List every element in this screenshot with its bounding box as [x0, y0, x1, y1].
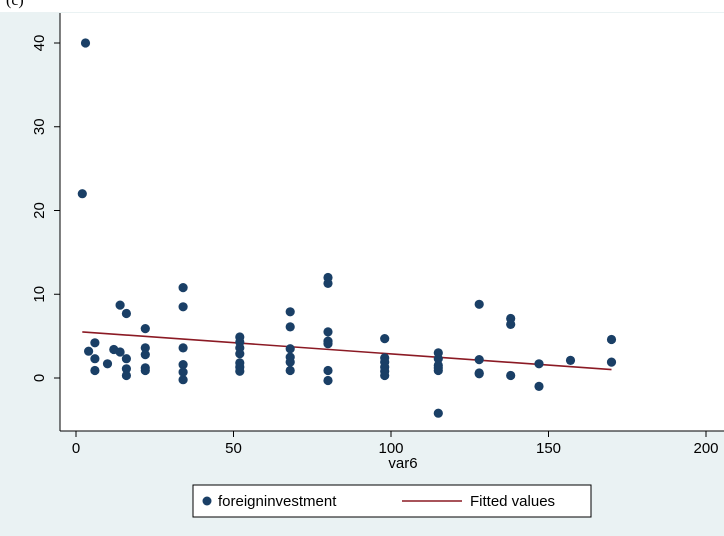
scatter-point — [90, 354, 100, 364]
scatter-point — [140, 350, 150, 360]
x-tick-label: 0 — [72, 440, 80, 457]
scatter-point — [178, 367, 188, 377]
scatter-point — [140, 343, 150, 353]
scatter-point — [433, 365, 443, 376]
figure-caption-text: (c) — [6, 0, 24, 9]
scatter-point — [140, 324, 150, 334]
scatter-point — [474, 369, 484, 379]
scatter-point — [80, 38, 91, 48]
scatter-point — [323, 375, 333, 386]
scatter-point — [178, 283, 188, 293]
x-axis-title: var6 — [388, 455, 417, 472]
scatter-point — [474, 299, 484, 309]
scatter-point — [285, 365, 295, 376]
scatter-point — [534, 359, 544, 369]
scatter-point — [565, 355, 576, 365]
scatter-point — [323, 365, 333, 376]
scatter-point — [433, 408, 443, 418]
scatter-point — [380, 334, 390, 344]
scatter-point — [121, 354, 131, 364]
scatter-point — [380, 370, 390, 381]
y-tick-label: 0 — [31, 374, 48, 382]
scatter-point — [285, 344, 295, 354]
legend-label-fitted-values: Fitted values — [470, 493, 555, 510]
scatter-point — [115, 347, 125, 357]
scatter-point — [90, 365, 100, 376]
y-tick-label: 20 — [31, 202, 48, 219]
fitted-values-line — [82, 331, 612, 371]
scatter-point — [606, 357, 617, 367]
scatter-point — [77, 189, 87, 199]
scatter-point — [235, 349, 245, 359]
scatter-point — [178, 343, 188, 353]
x-axis: 0 50 100 150 200 — [60, 430, 724, 457]
x-tick-label: 200 — [693, 440, 718, 457]
y-tick-label: 40 — [31, 35, 48, 52]
legend-marker-foreigninvestment — [202, 496, 212, 506]
scatter-point — [506, 319, 516, 329]
y-tick-label: 10 — [31, 286, 48, 303]
y-tick-label: 30 — [31, 118, 48, 135]
scatter-point — [115, 300, 125, 310]
scatter-point — [121, 370, 131, 381]
scatter-point — [285, 322, 295, 332]
scatter-point — [323, 327, 333, 337]
y-axis: 0 10 20 30 40 — [31, 13, 61, 431]
fitted-line-layer — [82, 331, 612, 371]
scatter-point — [178, 302, 188, 312]
scatter-point — [534, 381, 544, 391]
scatter-point — [178, 375, 188, 385]
scatter-point — [90, 338, 100, 348]
scatter-point — [102, 359, 113, 369]
scatter-point — [178, 360, 188, 370]
scatter-point — [323, 278, 333, 288]
legend-box — [192, 484, 592, 518]
scatter-points-layer — [77, 38, 617, 418]
x-tick-label: 150 — [536, 440, 561, 457]
scatter-point — [433, 354, 443, 364]
scatter-point — [285, 307, 295, 317]
scatter-point — [121, 308, 131, 319]
scatter-point — [84, 346, 94, 356]
legend-label-foreigninvestment: foreigninvestment — [218, 493, 337, 510]
x-tick-label: 50 — [225, 440, 242, 457]
scatter-point — [474, 355, 484, 365]
scatter-point — [285, 357, 295, 367]
scatter-point — [606, 334, 617, 345]
scatter-point — [323, 339, 333, 349]
figure-caption-fragment: (c) — [0, 0, 724, 12]
scatter-point — [121, 364, 131, 374]
scatter-point — [235, 366, 245, 376]
scatter-point — [506, 370, 516, 381]
scatter-point — [140, 365, 150, 376]
plot-area — [60, 13, 724, 431]
legend: foreigninvestment Fitted values — [192, 484, 592, 518]
x-tick-label: 100 — [378, 440, 403, 457]
